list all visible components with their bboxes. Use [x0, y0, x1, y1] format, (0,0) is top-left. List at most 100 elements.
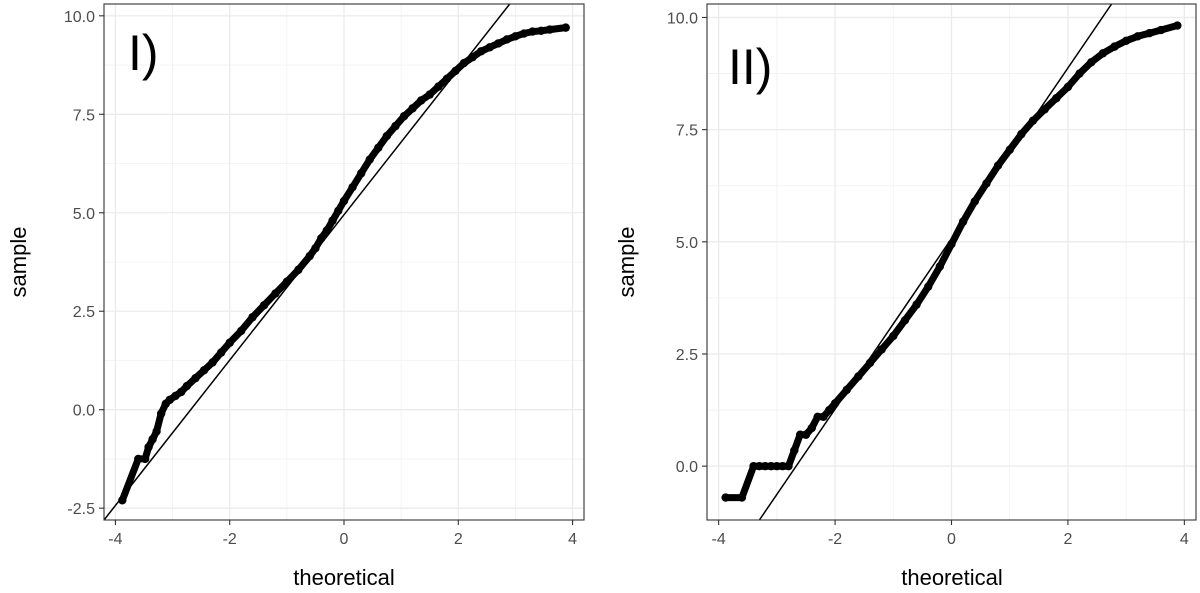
- panel-1-sample-point: [118, 496, 127, 505]
- panel-2-sample-point: [737, 493, 747, 502]
- panel-1-sample-point: [365, 155, 374, 164]
- panel-1-sample-point: [348, 182, 357, 192]
- panel-1-sample-point: [511, 32, 520, 41]
- panel-1-sample-point: [528, 27, 537, 36]
- panel-1-sample-point: [519, 29, 529, 38]
- panel-1-sample-point: [339, 196, 349, 206]
- panel-2-sample-point: [982, 179, 991, 188]
- panel-1-y-tick-label: 5.0: [73, 206, 95, 223]
- panel-2-reference-line: [758, 4, 1113, 520]
- panel-1-y-axis-title: sample: [6, 227, 31, 298]
- panel-2-sample-point: [912, 300, 921, 309]
- panel-2-sample-point: [970, 197, 979, 206]
- panel-2-sample-point: [993, 161, 1003, 170]
- panel-2-y-ticks: 0.0 2.5 5.0 7.5 10.0: [667, 10, 707, 476]
- panel-1-sample-point: [144, 442, 153, 452]
- panel-2-sample-point: [947, 239, 956, 249]
- panel-2-x-ticks: -4 -2 0 2 4: [712, 520, 1189, 548]
- panel-2-sample-point: [721, 493, 730, 502]
- panel-1-sample-point: [208, 358, 217, 367]
- panel-1-sample-point: [305, 251, 314, 261]
- panel-2-y-tick-label: 0.0: [676, 459, 698, 476]
- panel-2-sample-point: [819, 412, 828, 421]
- panel-2-sample-point: [1110, 42, 1119, 51]
- panel-2-sample-point: [1173, 21, 1182, 30]
- panel-2-y-tick-label: 2.5: [676, 347, 698, 364]
- panel-2-x-tick-label: -4: [712, 531, 726, 548]
- panel-1-y-tick-label: 7.5: [73, 107, 95, 124]
- panel-1-sample-point: [152, 427, 161, 436]
- panel-2-sample-point: [1040, 105, 1049, 114]
- panel-1-x-ticks: -4 -2 0 2 4: [108, 520, 577, 548]
- panel-2-grid: [707, 4, 1196, 520]
- panel-2-sample-point: [1098, 49, 1108, 58]
- panel-2-sample-point: [784, 461, 793, 471]
- panel-1-sample-point: [442, 74, 452, 84]
- panel-2-sample-point: [877, 345, 886, 354]
- panel-1-sample-point: [328, 216, 337, 225]
- panel-1-sample-point: [140, 454, 150, 464]
- panel-2-sample-point: [807, 423, 816, 433]
- panel-2-sample-point: [1145, 28, 1154, 38]
- panel-1-x-tick-label: -2: [223, 531, 237, 548]
- panel-2-sample-point: [749, 461, 758, 471]
- panel-2-sample-point: [790, 446, 799, 455]
- panel-2-sample-point: [801, 430, 811, 439]
- panel-1-sample-point: [494, 39, 503, 48]
- panel-1-sample-point: [176, 387, 186, 397]
- panel-1-sample-point: [316, 234, 326, 243]
- panel-1-sample-point: [451, 66, 460, 76]
- panel-1-sample-point: [294, 265, 303, 275]
- panel-1-y-tick-label: 10.0: [64, 9, 95, 26]
- panel-1-sample-point: [545, 25, 554, 34]
- panel-1-sample-point: [199, 366, 209, 375]
- panel-2-sample-point: [1087, 58, 1096, 67]
- panel-1-x-tick-label: -4: [108, 531, 122, 548]
- panel-2-points: [721, 21, 1182, 502]
- panel-1-sample-point: [459, 58, 469, 68]
- panel-1-points: [118, 23, 570, 505]
- panel-1-sample-point: [334, 206, 343, 215]
- panel-1-sample-point: [259, 301, 269, 310]
- panel-1-sample-point: [311, 244, 320, 253]
- panel-1-sample-point: [182, 381, 192, 391]
- panel-1-x-tick-label: 4: [568, 531, 577, 548]
- panel-1-y-tick-label: 0.0: [73, 403, 95, 420]
- panel-2-y-tick-label: 5.0: [676, 235, 698, 252]
- panel-1-y-tick-label: 2.5: [73, 304, 95, 321]
- qq-panel-2: -4 -2 0 2 4 0.0 2.5 5.0 7.5 10.0 II) theoretical…: [614, 3, 1197, 590]
- panel-2-sample-point: [813, 412, 822, 421]
- panel-2-sample-point: [1052, 94, 1061, 103]
- panel-2-x-tick-label: 0: [947, 531, 956, 548]
- panel-2-sample-point: [1063, 82, 1073, 92]
- panel-1-sample-point: [271, 289, 280, 298]
- panel-1-sample-point: [374, 143, 383, 152]
- panel-2-x-tick-label: -2: [828, 531, 842, 548]
- panel-1-grid: [104, 4, 584, 520]
- panel-2-sample-point: [761, 461, 770, 471]
- panel-1-sample-point: [148, 435, 157, 444]
- panel-2-sample-point: [900, 316, 910, 325]
- panel-2-sample-point: [830, 399, 840, 408]
- panel-2-sample-point: [958, 217, 968, 226]
- panel-2-sample-point: [1121, 36, 1131, 45]
- panel-2-sample-point: [1075, 69, 1084, 78]
- panel-1-sample-point: [225, 338, 234, 347]
- panel-2-sample-point: [825, 405, 834, 415]
- panel-2-sample-point: [795, 430, 805, 439]
- panel-1-sample-point: [425, 90, 434, 99]
- panel-1-sample-point: [282, 277, 292, 286]
- panel-2-sample-point: [772, 461, 782, 471]
- panel-1-sample-point: [399, 112, 409, 121]
- panel-2-sample-point: [842, 385, 851, 395]
- panel-1-sample-point: [468, 52, 477, 62]
- panel-2-sample-point: [755, 461, 764, 471]
- panel-2-y-tick-label: 10.0: [667, 10, 698, 27]
- qq-panel-1: -4 -2 0 2 4 -2.5 0.0 2.5 5.0 7.5 10.0 I) theoreti…: [6, 3, 585, 590]
- panel-1-sample-point: [434, 82, 443, 91]
- panel-1-x-axis-title: theoretical: [293, 565, 395, 590]
- panel-1-sample-point: [391, 121, 400, 131]
- panel-2-x-tick-label: 4: [1180, 531, 1189, 548]
- panel-1-sample-point: [502, 35, 512, 44]
